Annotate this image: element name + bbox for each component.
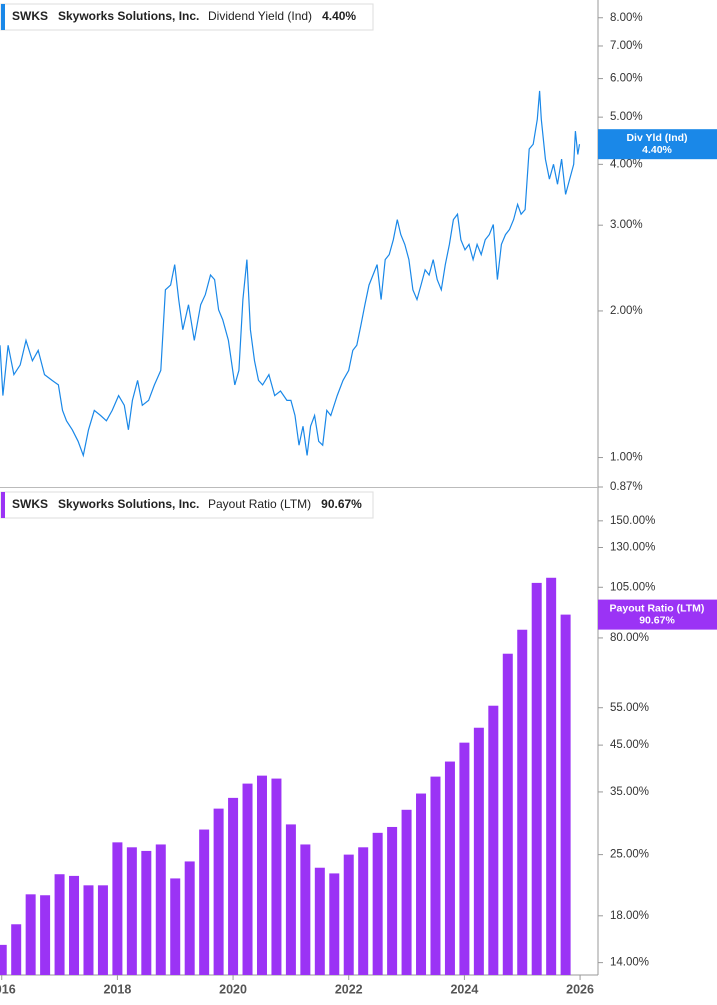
y-tick-label: 4.00% (610, 158, 643, 170)
bar (285, 824, 296, 975)
callout-value: 90.67% (639, 614, 675, 626)
legend-value: 90.67% (321, 497, 362, 511)
bar (256, 775, 267, 975)
x-tick-label: 2026 (566, 982, 594, 996)
legend-box (0, 491, 374, 519)
y-tick-label: 80.00% (610, 632, 649, 644)
y-tick-label: 6.00% (610, 73, 643, 85)
bar (184, 861, 195, 975)
y-tick-label: 35.00% (610, 786, 649, 798)
bar (40, 895, 51, 975)
y-tick-label: 3.00% (610, 219, 643, 231)
bar (459, 742, 470, 975)
legend-ticker: SWKS (12, 9, 48, 23)
bar (141, 850, 152, 975)
data-line (0, 90, 581, 458)
callout-value: 4.40% (642, 144, 672, 156)
y-tick-label: 55.00% (610, 702, 649, 714)
legend-swatch (1, 4, 5, 30)
bar (401, 809, 412, 975)
bar (11, 924, 22, 975)
bar (0, 944, 7, 975)
y-tick-label: 18.00% (610, 910, 649, 922)
bar (228, 797, 239, 975)
y-tick-label: 2.00% (610, 305, 643, 317)
bar (300, 844, 311, 975)
bar (488, 705, 499, 975)
y-tick-label: 1.00% (610, 452, 643, 464)
y-tick-label: 105.00% (610, 581, 655, 593)
legend-swatch (1, 492, 5, 518)
bar (69, 875, 80, 975)
bar (242, 783, 253, 975)
bar (531, 582, 542, 975)
bar (546, 577, 557, 975)
y-tick-label: 150.00% (610, 515, 655, 527)
callout-name: Div Yld (Ind) (626, 132, 687, 144)
bar (97, 885, 108, 975)
callout-box (598, 599, 717, 630)
bar (271, 778, 282, 975)
x-tick-label: 2018 (103, 982, 131, 996)
y-tick-label: 25.00% (610, 849, 649, 861)
x-tick-label: 2024 (450, 982, 478, 996)
bar (560, 614, 571, 975)
bar (213, 808, 224, 975)
bar (329, 873, 340, 975)
legend-company: Skyworks Solutions, Inc. (58, 497, 199, 511)
y-tick-label: 45.00% (610, 739, 649, 751)
bar (416, 793, 427, 975)
bar (170, 878, 181, 975)
y-tick-label: 0.87% (610, 481, 643, 493)
legend-ticker: SWKS (12, 497, 48, 511)
y-tick-label: 7.00% (610, 40, 643, 52)
bar (155, 844, 166, 975)
bar (473, 727, 484, 975)
bar (517, 629, 528, 975)
y-tick-label: 5.00% (610, 111, 643, 123)
bar (126, 847, 137, 975)
callout-box (598, 129, 717, 160)
x-tick-label: 2020 (219, 982, 247, 996)
x-tick-label: 2022 (335, 982, 363, 996)
legend-series: Dividend Yield (Ind) (208, 9, 312, 23)
bar (372, 832, 383, 975)
bar (430, 776, 441, 975)
bar (358, 847, 369, 975)
legend-series: Payout Ratio (LTM) (208, 497, 311, 511)
bar (343, 854, 354, 975)
bar (199, 829, 210, 975)
legend-box (0, 3, 374, 31)
bar (25, 894, 36, 975)
x-tick-label: 2016 (0, 982, 16, 996)
y-tick-label: 130.00% (610, 542, 655, 554)
bar (444, 761, 455, 975)
legend: SWKS Skyworks Solutions, Inc. Payout Ratio… (0, 491, 374, 519)
bar (112, 842, 123, 975)
bar (83, 885, 94, 975)
bar (314, 867, 325, 975)
legend: SWKS Skyworks Solutions, Inc. Dividend Yie… (0, 3, 374, 31)
bar (502, 653, 513, 975)
legend-value: 4.40% (322, 9, 356, 23)
bar (387, 826, 398, 975)
bar (54, 874, 65, 975)
y-tick-label: 14.00% (610, 957, 649, 969)
y-tick-label: 8.00% (610, 12, 643, 24)
legend-company: Skyworks Solutions, Inc. (58, 9, 199, 23)
callout-name: Payout Ratio (LTM) (610, 602, 705, 614)
